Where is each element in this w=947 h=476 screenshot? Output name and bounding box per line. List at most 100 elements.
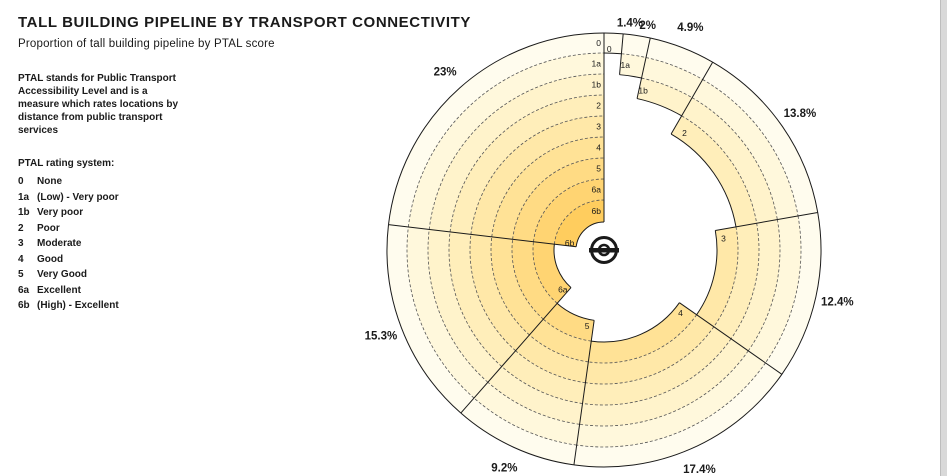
sector-band xyxy=(619,53,647,79)
sector-band xyxy=(515,334,589,383)
sector-outer-edge xyxy=(573,374,783,468)
sector-inner-edge xyxy=(591,302,680,343)
percentage-label: 4.9% xyxy=(677,22,703,34)
ptal-legend-item: 4 Good xyxy=(18,252,119,268)
ring-gridline xyxy=(702,79,799,216)
chart-title: TALL BUILDING PIPELINE BY TRANSPORT CONN… xyxy=(18,14,471,31)
ring-gridline xyxy=(645,57,703,80)
ring-gridline xyxy=(512,157,605,240)
ring-level-label: 2 xyxy=(596,101,601,111)
ring-gridline xyxy=(553,199,605,245)
sector-band xyxy=(388,33,604,228)
percentage-label: 2% xyxy=(639,20,656,32)
ptal-label: Excellent xyxy=(37,284,81,296)
sector-inner-edge xyxy=(670,133,737,227)
sector-level-label: 5 xyxy=(585,321,590,331)
ring-level-label: 0 xyxy=(596,38,601,48)
sector-band xyxy=(543,303,595,342)
ring-gridline xyxy=(529,334,589,363)
sector-boundary xyxy=(388,224,577,248)
sector-band xyxy=(470,116,604,237)
ptal-code: 4 xyxy=(18,253,24,265)
sector-band xyxy=(532,241,572,304)
sector-band xyxy=(386,224,475,414)
ptal-label: Poor xyxy=(37,222,60,234)
sector-band xyxy=(533,179,604,245)
window-edge xyxy=(940,0,947,476)
ptal-label: Very Good xyxy=(37,269,88,280)
chart-sectors xyxy=(386,33,821,468)
ptal-legend-item: 5 Very Good xyxy=(18,267,119,283)
ring-gridline xyxy=(730,223,760,340)
ring-gridline xyxy=(490,236,530,336)
ring-level-label: 1a xyxy=(592,59,602,69)
sector-outer-edge xyxy=(650,37,713,63)
sector-boundary xyxy=(619,33,624,75)
sector-band xyxy=(460,398,577,465)
ptal-legend-item: 1b Very poor xyxy=(18,205,119,221)
sector-band xyxy=(491,137,604,240)
ring-gridline xyxy=(713,226,739,327)
ring-level-label: 4 xyxy=(596,143,601,153)
ptal-label: (Low) - Very poor xyxy=(37,191,119,203)
ring-gridline xyxy=(407,52,605,228)
ring-gridline xyxy=(491,136,605,237)
sector-band xyxy=(576,350,766,447)
sector-level-label: 1a xyxy=(621,60,631,70)
ring-level-label: 1b xyxy=(592,80,602,90)
percentage-label: 17.4% xyxy=(683,464,716,476)
sector-level-label: 3 xyxy=(721,234,726,244)
ring-gridline xyxy=(532,241,558,304)
ptal-label: (High) - Excellent xyxy=(37,300,119,311)
sector-band xyxy=(487,366,583,425)
sector-band xyxy=(529,319,592,362)
ring-gridline xyxy=(515,350,586,384)
ptal-code: 0 xyxy=(18,176,24,187)
sector-band xyxy=(702,62,818,216)
ptal-code: 1a xyxy=(18,191,30,203)
ptal-code: 2 xyxy=(18,222,24,234)
sector-band xyxy=(474,382,580,446)
ptal-legend-item: 6a Excellent xyxy=(18,283,119,299)
ring-gridline xyxy=(579,350,749,427)
sector-outer-edge xyxy=(781,212,822,375)
ptal-legend-item: 1a (Low) - Very poor xyxy=(18,190,119,206)
sector-band xyxy=(512,158,604,242)
ptal-legend-item: 3 Moderate xyxy=(18,236,119,252)
sector-level-label: 1b xyxy=(638,86,648,96)
ring-level-label: 5 xyxy=(596,164,601,174)
ring-gridline xyxy=(428,73,605,230)
sector-band xyxy=(641,57,703,98)
ptal-code: 3 xyxy=(18,238,24,249)
ring-gridline xyxy=(470,115,605,235)
sector-band xyxy=(501,350,586,404)
ptal-label: Moderate xyxy=(37,238,82,249)
sector-band xyxy=(428,229,502,383)
ring-gridline xyxy=(469,234,516,351)
sector-level-label: 4 xyxy=(678,308,683,318)
chart-sector-outlines xyxy=(386,32,822,468)
transport-roundel-icon xyxy=(589,236,619,264)
sector-outer-edge xyxy=(387,32,605,225)
sector-level-label: 6a xyxy=(558,284,568,294)
sector-boundary xyxy=(573,320,595,465)
ptal-label: None xyxy=(37,176,62,187)
ring-gridline xyxy=(765,215,802,364)
sector-band xyxy=(491,236,544,335)
sector-band xyxy=(713,223,760,339)
ptal-legend-item: 2 Poor xyxy=(18,221,119,237)
percentage-label: 23% xyxy=(434,66,457,78)
percentage-label: 13.8% xyxy=(784,108,817,120)
sector-level-label: 0 xyxy=(607,44,612,54)
ptal-legend-item: 0 None xyxy=(18,174,119,190)
ptal-legend: 0 None 1a (Low) - Very poor 1b Very poor 2 Poor… xyxy=(18,174,119,314)
sector-band xyxy=(582,326,732,405)
percentage-label: 15.3% xyxy=(365,331,398,343)
ptal-code: 1b xyxy=(18,207,30,218)
ring-gridline xyxy=(501,366,583,404)
ring-gridline xyxy=(449,94,605,232)
ring-gridline xyxy=(691,97,778,220)
sector-band xyxy=(748,215,801,363)
sector-band xyxy=(470,234,530,351)
